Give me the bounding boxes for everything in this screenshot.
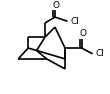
Text: Cl: Cl bbox=[96, 49, 105, 58]
Text: O: O bbox=[52, 1, 59, 10]
Text: O: O bbox=[79, 29, 86, 38]
Text: Cl: Cl bbox=[71, 17, 80, 26]
